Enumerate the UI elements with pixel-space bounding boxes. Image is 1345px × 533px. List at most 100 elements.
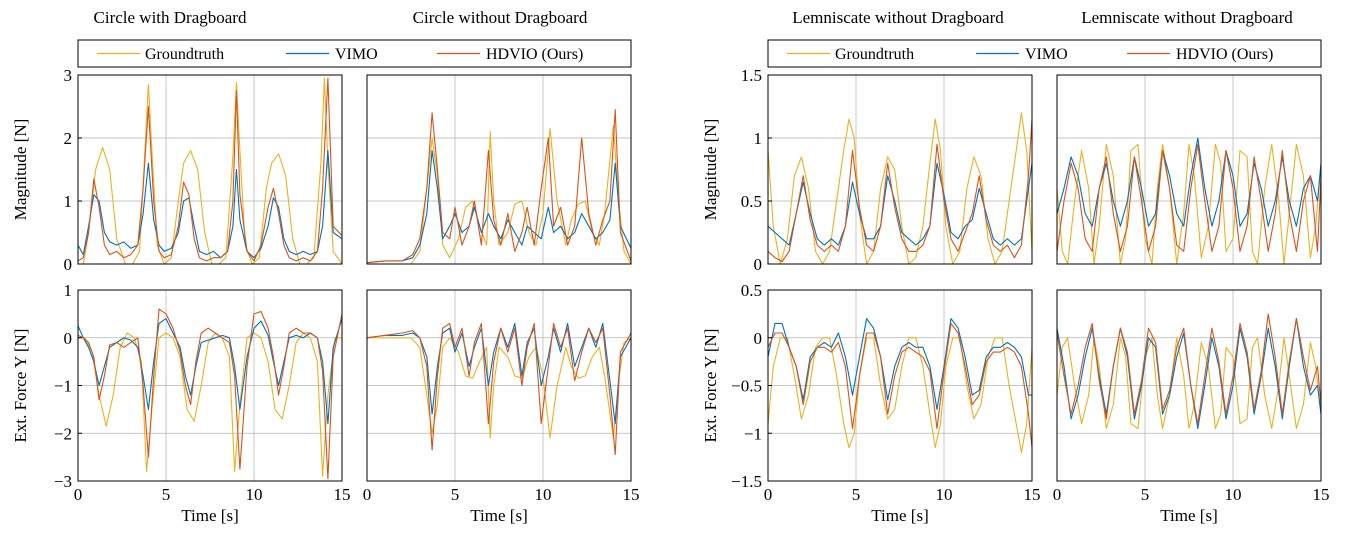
- panel-lemniscate-bottom-right: 0 5 10 15 Time [s]: [1053, 289, 1330, 525]
- series-line-groundtruth: [367, 337, 631, 439]
- series-group: [1057, 313, 1321, 430]
- xtick-label: 0: [363, 485, 372, 504]
- legend-box: [767, 39, 1322, 68]
- series-line-groundtruth: [78, 77, 342, 264]
- ytick-label: −1: [54, 377, 72, 396]
- series-group: [78, 77, 342, 264]
- series-group: [768, 318, 1032, 453]
- xtick-label: 0: [74, 485, 83, 504]
- legend-circle: Groundtruth VIMO HDVIO (Ours): [77, 39, 632, 68]
- series-line-hdvio-ours: [1057, 143, 1321, 252]
- y-axis-label: Ext. Force Y [N]: [701, 329, 720, 443]
- xtick-label: 5: [451, 485, 460, 504]
- ytick-label: −1: [744, 424, 762, 443]
- ytick-label: 0: [64, 255, 73, 274]
- series-group: [1057, 137, 1321, 264]
- ytick-label: 0: [754, 255, 763, 274]
- xtick-label: 0: [1053, 485, 1062, 504]
- xtick-label: 5: [852, 485, 861, 504]
- xtick-label: 10: [936, 485, 953, 504]
- series-line-hdvio-ours: [78, 77, 342, 262]
- ytick-label: 3: [64, 66, 73, 85]
- title-circle-with-dragboard: Circle with Dragboard: [94, 8, 247, 27]
- ytick-label: 0: [754, 329, 763, 348]
- legend-label-groundtruth: Groundtruth: [835, 46, 914, 63]
- axes-frame: [1056, 289, 1322, 482]
- axes-frame: [1056, 74, 1322, 265]
- ytick-label: 0.5: [741, 281, 762, 300]
- ytick-label: 1.5: [741, 66, 762, 85]
- series-line-hdvio-ours: [768, 119, 1032, 263]
- series-line-vimo: [367, 150, 631, 264]
- x-axis-label: Time [s]: [181, 506, 238, 525]
- xtick-label: 10: [1225, 485, 1242, 504]
- legend-label-vimo: VIMO: [1025, 46, 1068, 63]
- xtick-label: 15: [334, 485, 351, 504]
- series-line-vimo: [78, 150, 342, 259]
- series-group: [78, 308, 342, 480]
- series-line-groundtruth: [367, 124, 631, 264]
- y-axis-label: Magnitude [N]: [11, 119, 30, 221]
- panel-titles: Circle with Dragboard Circle without Dra…: [94, 8, 1294, 27]
- legend-label-groundtruth: Groundtruth: [145, 46, 224, 63]
- series-line-groundtruth: [768, 337, 1032, 453]
- title-circle-without-dragboard: Circle without Dragboard: [413, 8, 588, 27]
- x-axis-label: Time [s]: [1160, 506, 1217, 525]
- ytick-label: 0.5: [741, 192, 762, 211]
- ytick-label: 1: [754, 129, 763, 148]
- panel-circle-top-left: 0 1 2 3 Magnitude [N]: [11, 66, 343, 274]
- series-line-vimo: [768, 318, 1032, 410]
- ytick-label: −1.5: [731, 472, 762, 491]
- series-line-groundtruth: [78, 332, 342, 477]
- series-group: [768, 112, 1032, 264]
- xtick-label: 15: [623, 485, 640, 504]
- title-lemniscate-right: Lemniscate without Dragboard: [1081, 8, 1293, 27]
- axes-frame: [366, 74, 632, 265]
- series-line-hdvio-ours: [367, 322, 631, 456]
- legend-label-hdvio: HDVIO (Ours): [486, 46, 583, 63]
- axes-frame: [77, 74, 343, 265]
- series-line-hdvio-ours: [1057, 313, 1321, 425]
- panel-lemniscate-top-right: [1056, 74, 1322, 265]
- xtick-label: 15: [1024, 485, 1041, 504]
- ytick-label: −0.5: [731, 377, 762, 396]
- xtick-label: 10: [246, 485, 263, 504]
- y-axis-label: Magnitude [N]: [701, 119, 720, 221]
- ytick-label: 2: [64, 129, 73, 148]
- series-line-hdvio-ours: [768, 322, 1032, 448]
- y-axis-label: Ext. Force Y [N]: [11, 329, 30, 443]
- legend-box: [77, 39, 632, 68]
- panel-circle-bottom-right: 0 5 10 15 Time [s]: [363, 289, 640, 525]
- legend-label-hdvio: HDVIO (Ours): [1176, 46, 1273, 63]
- panel-circle-top-right: [366, 74, 632, 265]
- series-group: [367, 109, 631, 264]
- xtick-label: 10: [535, 485, 552, 504]
- x-axis-label: Time [s]: [871, 506, 928, 525]
- ytick-label: −3: [54, 472, 72, 491]
- ytick-label: −2: [54, 424, 72, 443]
- series-line-groundtruth: [1057, 143, 1321, 264]
- axes-frame: [366, 289, 632, 482]
- title-lemniscate-left: Lemniscate without Dragboard: [792, 8, 1004, 27]
- panel-lemniscate-top-left: 0 0.5 1 1.5 Magnitude [N]: [701, 66, 1033, 274]
- series-group: [367, 322, 631, 456]
- legend-label-vimo: VIMO: [335, 46, 378, 63]
- xtick-label: 5: [162, 485, 171, 504]
- series-line-hdvio-ours: [367, 109, 631, 264]
- series-line-vimo: [768, 162, 1032, 246]
- ytick-label: 0: [64, 329, 73, 348]
- series-line-hdvio-ours: [78, 308, 342, 480]
- ytick-label: 1: [64, 281, 73, 300]
- ytick-label: 1: [64, 192, 73, 211]
- series-line-vimo: [78, 318, 342, 425]
- xtick-label: 5: [1141, 485, 1150, 504]
- xtick-label: 15: [1313, 485, 1330, 504]
- x-axis-label: Time [s]: [470, 506, 527, 525]
- xtick-label: 0: [764, 485, 773, 504]
- axes-frame: [767, 74, 1033, 265]
- legend-lemniscate: Groundtruth VIMO HDVIO (Ours): [767, 39, 1322, 68]
